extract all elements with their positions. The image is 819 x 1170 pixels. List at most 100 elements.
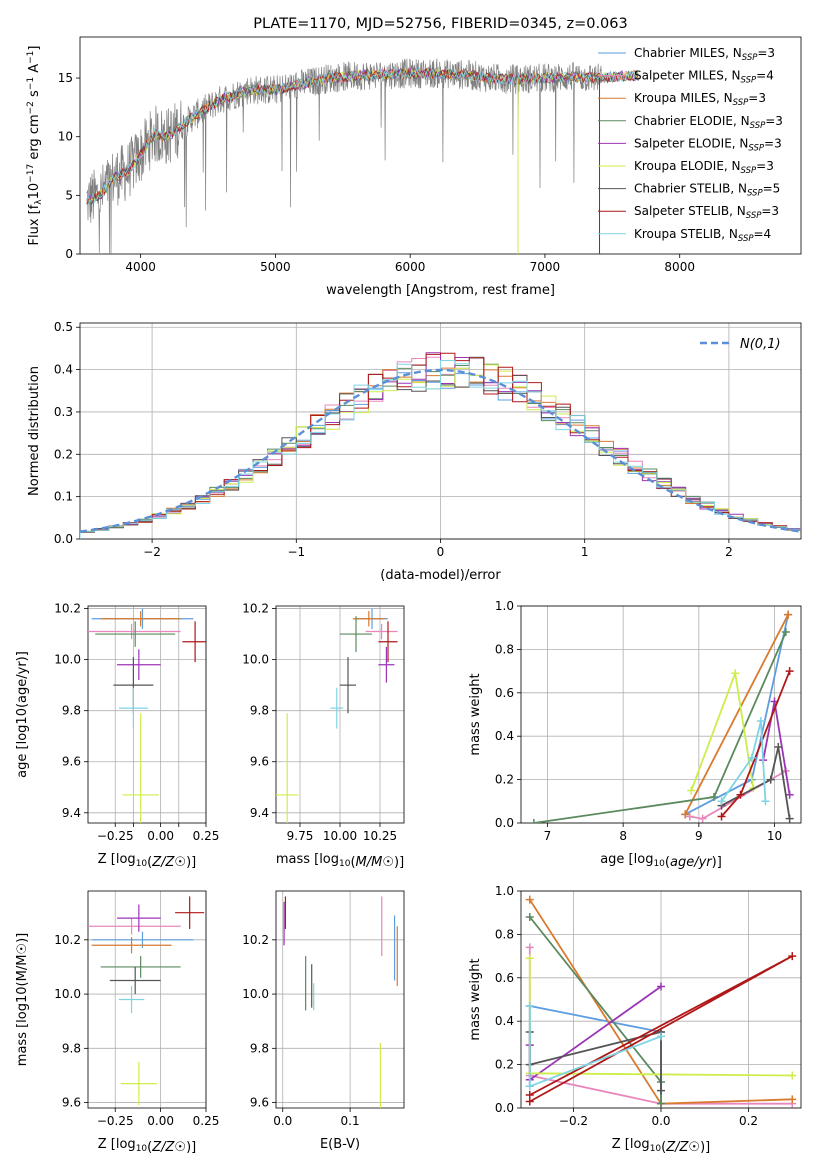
errorbar-point <box>88 918 181 935</box>
data-point-marker <box>785 790 794 799</box>
y-tick-label: 0.5 <box>54 320 73 334</box>
errorbar-point <box>276 713 299 823</box>
data-point-marker <box>766 775 775 784</box>
data-point-marker <box>784 610 793 619</box>
y-tick-label: 15 <box>58 71 73 85</box>
x-tick-label: 0.25 <box>193 1114 220 1128</box>
x-axis-label: age [log10(age/yr)] <box>600 852 722 870</box>
spectrum-legend: Chabrier MILES, NSSP=3 Salpeter MILES, NS… <box>598 46 783 244</box>
data-point-marker <box>525 1090 534 1099</box>
errorbar-point <box>352 611 385 627</box>
data-point-marker <box>657 1032 665 1041</box>
errorbar-point <box>340 616 372 652</box>
errorbar-point <box>182 621 206 663</box>
data-point-marker <box>747 753 756 762</box>
x-tick-label: 10.00 <box>323 829 357 843</box>
y-tick-label: 5 <box>65 188 73 202</box>
data-point-marker <box>717 812 726 821</box>
mass_vs_Z-plot-area <box>88 896 205 1106</box>
x-tick-label: 0.00 <box>147 1114 174 1128</box>
legend-label: Kroupa ELODIE, NSSP=3 <box>634 159 774 176</box>
data-point-marker <box>525 1002 534 1011</box>
y-tick-label: 9.8 <box>250 1041 269 1055</box>
x-tick-label: 0.25 <box>193 829 220 843</box>
errorbar-point <box>117 649 161 681</box>
y-tick-label: 0.8 <box>495 642 514 656</box>
data-point-marker <box>687 786 696 795</box>
y-tick-label: 9.4 <box>62 806 81 820</box>
series-path <box>720 720 767 802</box>
plot-frame <box>275 605 405 824</box>
data-point-marker <box>681 810 690 819</box>
axes-spectrum: 4000 5000 6000 7000 8000 0 5 10 15 <box>58 36 802 274</box>
y-tick-label: 10.2 <box>54 933 81 947</box>
data-point-marker <box>717 797 726 806</box>
plot-frame <box>87 605 207 824</box>
y-tick-label: 10.2 <box>54 602 81 616</box>
weight_vs_age-plot-area <box>529 610 794 823</box>
x-tick-label: 0.0 <box>273 1114 292 1128</box>
y-tick-label: 10.2 <box>242 602 269 616</box>
legend-label: Salpeter MILES, NSSP=4 <box>634 69 774 86</box>
x-tick-label: −0.25 <box>97 1114 134 1128</box>
errorbar-point <box>91 937 172 954</box>
y-tick-label: 10.2 <box>242 933 269 947</box>
chart-title: PLATE=1170, MJD=52756, FIBERID=0345, z=0… <box>253 16 627 32</box>
errorbar-point <box>122 713 159 823</box>
data-point-marker <box>525 954 534 963</box>
x-tick-label: 7 <box>544 829 552 843</box>
x-axis-label: Z [log10(Z/Z☉)] <box>98 852 196 870</box>
y-tick-label: 0 <box>65 247 73 261</box>
x-tick-label: −1 <box>287 545 305 559</box>
x-axis-label: Z [log10(Z/Z☉)] <box>98 1137 196 1155</box>
data-point-marker <box>525 943 534 952</box>
legend-label: N(0,1) <box>740 337 781 352</box>
data-point-marker <box>788 952 797 961</box>
plot-frame <box>79 36 802 255</box>
mass_vs_ebv-plot-area <box>283 896 398 1108</box>
plot-frame <box>520 605 802 824</box>
y-axis-label: age [log10(age/yr)] <box>15 651 30 778</box>
y-axis-label: mass [log10(M/M☉)] <box>15 933 30 1066</box>
y-tick-label: 10 <box>58 130 73 144</box>
errorbar-point <box>365 623 398 640</box>
y-tick-label: 0.6 <box>495 686 514 700</box>
y-tick-label: 9.6 <box>250 755 269 769</box>
y-tick-label: 9.8 <box>62 1041 81 1055</box>
x-axis-label: wavelength [Angstrom, rest frame] <box>326 283 555 298</box>
age_vs_Z-plot-area <box>88 608 206 823</box>
x-tick-label: 7000 <box>530 260 561 274</box>
x-axis-label: (data-model)/error <box>380 568 501 583</box>
data-point-marker <box>685 812 694 821</box>
y-tick-label: 9.8 <box>62 704 81 718</box>
data-point-marker <box>788 1071 797 1080</box>
data-point-marker <box>657 982 665 991</box>
errorbar-point <box>118 687 148 729</box>
x-tick-label: 8 <box>619 829 627 843</box>
x-tick-label: 10 <box>767 829 782 843</box>
y-tick-label: 0.3 <box>54 405 73 419</box>
y-tick-label: 0.0 <box>54 532 73 546</box>
data-point-marker <box>525 895 534 904</box>
spectrum-plot-area <box>86 58 639 254</box>
legend-label: Chabrier MILES, NSSP=3 <box>634 46 775 63</box>
series-line <box>525 1002 665 1091</box>
x-tick-label: 0 <box>437 545 445 559</box>
errorbar-point <box>175 896 205 929</box>
series-path <box>721 746 791 819</box>
series-line <box>717 717 770 806</box>
axes-age_vs_mass: 9.75 10.00 10.25 9.4 9.6 9.8 10.0 10.2 <box>242 602 405 843</box>
data-point-marker <box>709 792 718 801</box>
y-axis-label: mass weight <box>468 673 483 755</box>
errorbar-point <box>120 1061 157 1106</box>
y-tick-label: 9.8 <box>250 704 269 718</box>
weight_vs_Z-plot-area <box>525 895 797 1108</box>
x-tick-label: 6000 <box>395 260 426 274</box>
x-tick-label: 10.25 <box>363 829 397 843</box>
legend-label: Salpeter STELIB, NSSP=3 <box>634 204 779 221</box>
y-tick-label: 0.2 <box>495 1058 514 1072</box>
x-tick-label: 5000 <box>260 260 291 274</box>
errorbar-point <box>88 623 181 640</box>
x-axis-label: E(B-V) <box>320 1137 360 1152</box>
